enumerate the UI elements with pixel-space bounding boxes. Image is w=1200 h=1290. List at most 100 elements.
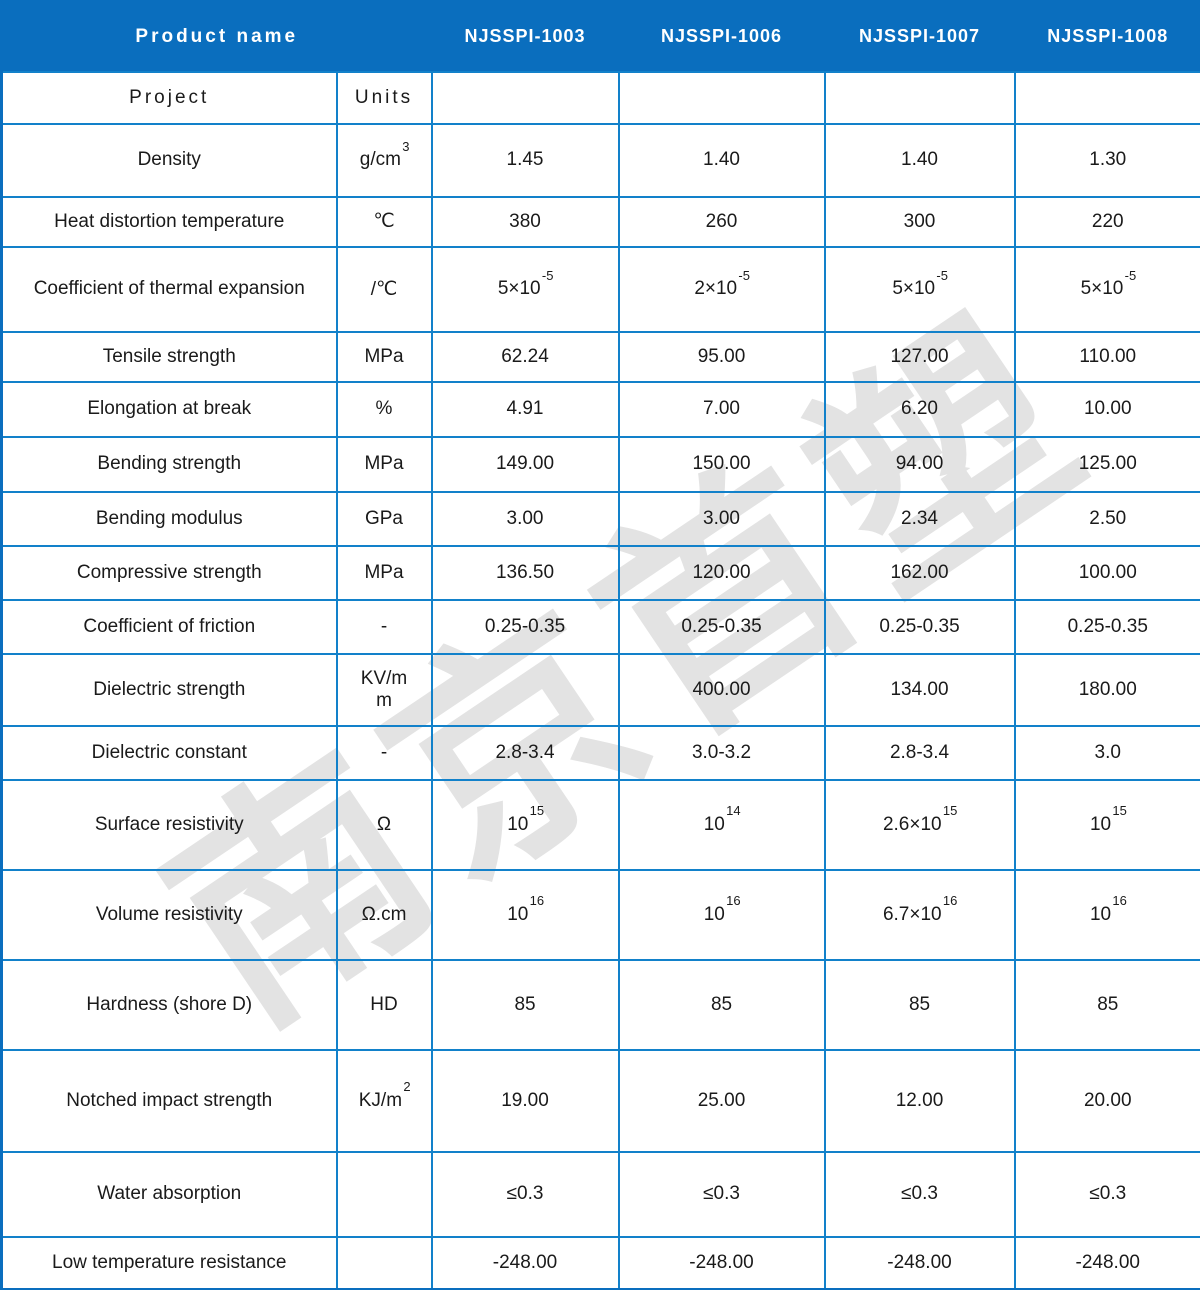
cell-value: 1016 — [617, 868, 826, 961]
cell-value: 1015 — [430, 778, 620, 871]
superscript: 3 — [402, 138, 410, 154]
cell-value: 1014 — [617, 778, 826, 871]
table-row: Coefficient of friction -0.25-0.35 0.25-0.… — [0, 598, 1200, 655]
table-row: Compressive strength MPa 136.50 120.00 162.0… — [0, 544, 1200, 601]
product-header-njsspi-1006: NJSSPI-1006 — [617, 0, 826, 73]
row-label: Coefficient of thermal expansion — [0, 245, 338, 333]
superscript: 16 — [1112, 893, 1127, 909]
cell-value: 3.0 — [1013, 724, 1200, 781]
row-label: Hardness (shore D) — [0, 958, 338, 1051]
cell-value: 1.40 — [823, 122, 1016, 198]
table-row: Heat distortion temperature ℃ 380 260 300 220 — [0, 195, 1200, 248]
superscript: -5 — [541, 267, 554, 283]
cell-value: 95.00 — [617, 330, 826, 383]
superscript: 14 — [726, 803, 741, 819]
table-row: Hardness (shore D) HD 85 85 85 85 — [0, 958, 1200, 1051]
row-label: Bending strength — [0, 435, 338, 493]
row-unit: Ω — [335, 778, 433, 871]
cell-value: 1016 — [1013, 868, 1200, 961]
cell-value: 85 — [430, 958, 620, 1051]
row-unit: KV/m m — [335, 652, 433, 727]
project-header: Project — [0, 70, 338, 125]
row-unit: MPa — [335, 330, 433, 383]
empty-cell — [1013, 70, 1200, 125]
cell-value: 0.25-0.35 — [617, 598, 826, 655]
cell-value: 2.34 — [823, 490, 1016, 547]
superscript: 15 — [942, 803, 958, 819]
units-header: Units — [335, 70, 433, 125]
cell-value: 1015 — [1013, 778, 1200, 871]
cell-value: 125.00 — [1013, 435, 1200, 493]
cell-value: 3.00 — [617, 490, 826, 547]
table-row: Volume resistivity Ω.cm 1016 1016 6.7×1016 10… — [0, 868, 1200, 961]
superscript: 16 — [942, 893, 958, 909]
row-unit: g/cm3 — [335, 122, 433, 198]
table-row: Bending strength MPa 149.00 150.00 94.00 125.… — [0, 435, 1200, 493]
table-row: Notched impact strength KJ/m2 19.00 25.00 12… — [0, 1048, 1200, 1153]
cell-value: 100.00 — [1013, 544, 1200, 601]
cell-value: 0.25-0.35 — [823, 598, 1016, 655]
row-label: Volume resistivity — [0, 868, 338, 961]
cell-value: ≤0.3 — [617, 1150, 826, 1238]
table-row: Elongation at break% 4.91 7.00 6.20 10.00 — [0, 380, 1200, 438]
cell-value: 380 — [430, 195, 620, 248]
table-row: Water absorption ≤0.3 ≤0.3 ≤0.3 ≤0.3 — [0, 1150, 1200, 1238]
cell-value: 5×10-5 — [1013, 245, 1200, 333]
cell-value: 1016 — [430, 868, 620, 961]
cell-value: 7.00 — [617, 380, 826, 438]
cell-value: 85 — [823, 958, 1016, 1051]
row-unit: MPa — [335, 435, 433, 493]
project-units-row: Project Units — [0, 70, 1200, 125]
cell-value: 0.25-0.35 — [1013, 598, 1200, 655]
cell-value: 94.00 — [823, 435, 1016, 493]
cell-value: 62.24 — [430, 330, 620, 383]
cell-value: 6.7×1016 — [823, 868, 1016, 961]
row-label: Dielectric strength — [0, 652, 338, 727]
superscript: 16 — [529, 893, 545, 909]
cell-value: -248.00 — [1013, 1235, 1200, 1290]
superscript: 16 — [726, 893, 741, 909]
empty-cell — [430, 70, 620, 125]
superscript: -5 — [1124, 267, 1137, 283]
empty-cell — [617, 70, 826, 125]
row-label: Coefficient of friction — [0, 598, 338, 655]
superscript: -5 — [738, 267, 750, 283]
cell-value: 5×10-5 — [430, 245, 620, 333]
row-unit: % — [335, 380, 433, 438]
cell-value: 2.8-3.4 — [823, 724, 1016, 781]
cell-value: ≤0.3 — [430, 1150, 620, 1238]
row-unit: ℃ — [335, 195, 433, 248]
cell-value: 19.00 — [430, 1048, 620, 1153]
cell-value: 3.0-3.2 — [617, 724, 826, 781]
cell-value: 134.00 — [823, 652, 1016, 727]
cell-value: 2×10-5 — [617, 245, 826, 333]
table-row: Surface resistivity Ω 1015 1014 2.6×1015 1015 — [0, 778, 1200, 871]
product-name-header: Product name — [0, 0, 433, 73]
row-label: Low temperature resistance — [0, 1235, 338, 1290]
row-label: Dielectric constant — [0, 724, 338, 781]
cell-value: 20.00 — [1013, 1048, 1200, 1153]
cell-value: 150.00 — [617, 435, 826, 493]
row-label: Tensile strength — [0, 330, 338, 383]
cell-value: 2.50 — [1013, 490, 1200, 547]
cell-value: 2.8-3.4 — [430, 724, 620, 781]
cell-value: 12.00 — [823, 1048, 1016, 1153]
cell-value: 400.00 — [617, 652, 826, 727]
row-unit: - — [335, 598, 433, 655]
row-unit: KJ/m2 — [335, 1048, 433, 1153]
product-header-njsspi-1008: NJSSPI-1008 — [1013, 0, 1200, 73]
cell-value — [430, 652, 620, 727]
row-label: Compressive strength — [0, 544, 338, 601]
cell-value: 6.20 — [823, 380, 1016, 438]
row-unit — [335, 1150, 433, 1238]
cell-value: 5×10-5 — [823, 245, 1016, 333]
row-unit: - — [335, 724, 433, 781]
table-header-row: Product name NJSSPI-1003 NJSSPI-1006 NJS… — [0, 0, 1200, 73]
spec-table-body: Density g/cm3 1.45 1.40 1.40 1.30 Heat distort… — [0, 122, 1200, 1290]
cell-value: -248.00 — [617, 1235, 826, 1290]
table-row: Tensile strength MPa 62.24 95.00 127.00 110.0… — [0, 330, 1200, 383]
cell-value: ≤0.3 — [1013, 1150, 1200, 1238]
cell-value: 149.00 — [430, 435, 620, 493]
superscript: -5 — [936, 267, 948, 283]
